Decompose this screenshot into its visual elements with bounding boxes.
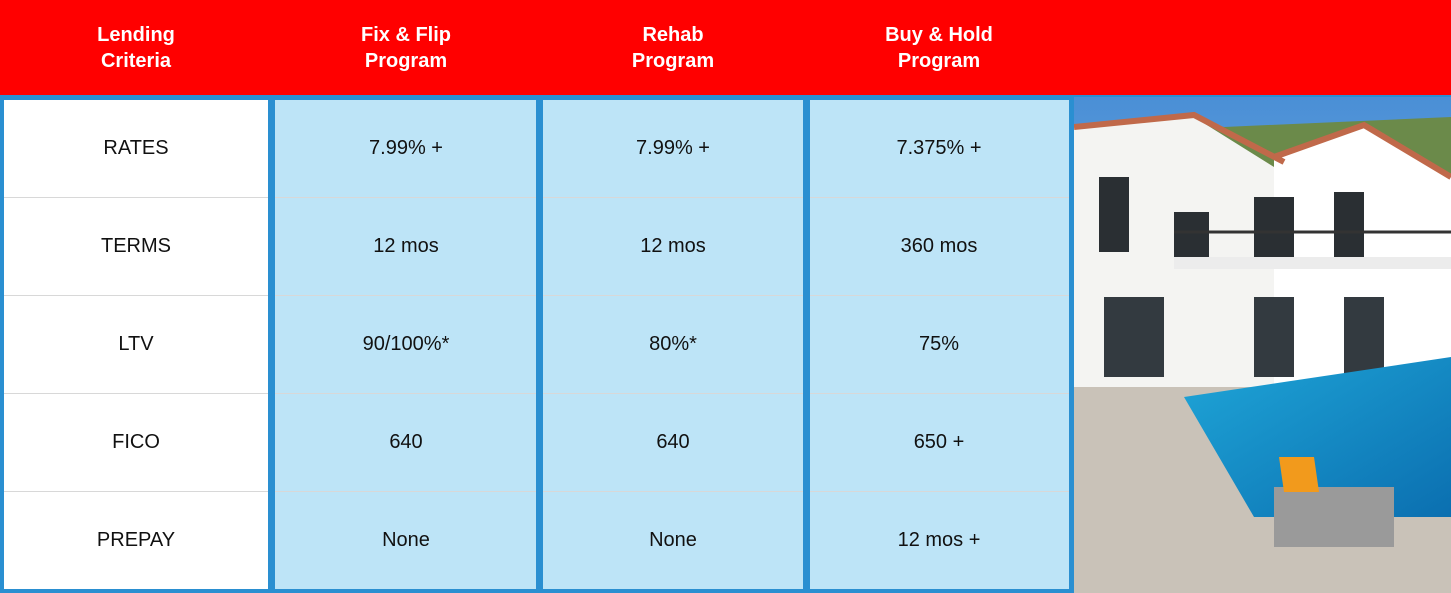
row-label-text: FICO: [112, 431, 160, 454]
data-cell-text: 7.99% +: [636, 137, 710, 160]
data-cell: 640: [540, 394, 806, 492]
data-cell: 650 +: [806, 394, 1072, 492]
row-label: FICO: [0, 394, 272, 492]
header-cell: Lending Criteria: [0, 0, 272, 95]
row-label-text: RATES: [103, 137, 168, 160]
header-cell-text: Fix & Flip Program: [340, 22, 472, 74]
data-cell: 12 mos: [272, 198, 540, 296]
data-cell-text: 12 mos +: [898, 529, 981, 552]
data-cell: 12 mos: [540, 198, 806, 296]
data-cell: 7.375% +: [806, 100, 1072, 198]
border: [536, 95, 543, 593]
row-label: LTV: [0, 296, 272, 394]
border: [803, 95, 810, 593]
data-cell: 640: [272, 394, 540, 492]
header-cell: Fix & Flip Program: [272, 0, 540, 95]
header-cell-text: Rehab Program: [607, 22, 739, 74]
data-cell: 80%*: [540, 296, 806, 394]
data-cell-text: 640: [656, 431, 689, 454]
header-cell-text: Lending Criteria: [70, 22, 202, 74]
data-cell: 7.99% +: [272, 100, 540, 198]
header-cell: Rehab Program: [540, 0, 806, 95]
row-label-text: PREPAY: [97, 529, 175, 552]
data-cell-text: 90/100%*: [363, 333, 450, 356]
border: [0, 95, 4, 593]
border: [268, 95, 275, 593]
data-cell-text: 650 +: [914, 431, 965, 454]
data-cell-text: 7.99% +: [369, 137, 443, 160]
header-cell: [1072, 0, 1451, 95]
data-cell: 75%: [806, 296, 1072, 394]
data-cell: 360 mos: [806, 198, 1072, 296]
data-cell-text: 12 mos: [373, 235, 439, 258]
row-label-text: TERMS: [101, 235, 171, 258]
data-cell-text: 80%*: [649, 333, 697, 356]
row-label: RATES: [0, 100, 272, 198]
data-cell-text: 640: [389, 431, 422, 454]
header-cell: Buy & Hold Program: [806, 0, 1072, 95]
data-cell-text: 360 mos: [901, 235, 978, 258]
house-photo: [1074, 97, 1451, 593]
data-cell-text: None: [382, 529, 430, 552]
data-cell-text: 75%: [919, 333, 959, 356]
data-cell: 7.99% +: [540, 100, 806, 198]
data-cell-text: 12 mos: [640, 235, 706, 258]
data-cell: 12 mos +: [806, 492, 1072, 590]
data-cell-text: 7.375% +: [896, 137, 981, 160]
data-cell-text: None: [649, 529, 697, 552]
row-label: TERMS: [0, 198, 272, 296]
data-cell: 90/100%*: [272, 296, 540, 394]
data-cell: None: [540, 492, 806, 590]
row-label-text: LTV: [118, 333, 153, 356]
data-cell: None: [272, 492, 540, 590]
row-label: PREPAY: [0, 492, 272, 590]
header-cell-text: Buy & Hold Program: [873, 22, 1005, 74]
